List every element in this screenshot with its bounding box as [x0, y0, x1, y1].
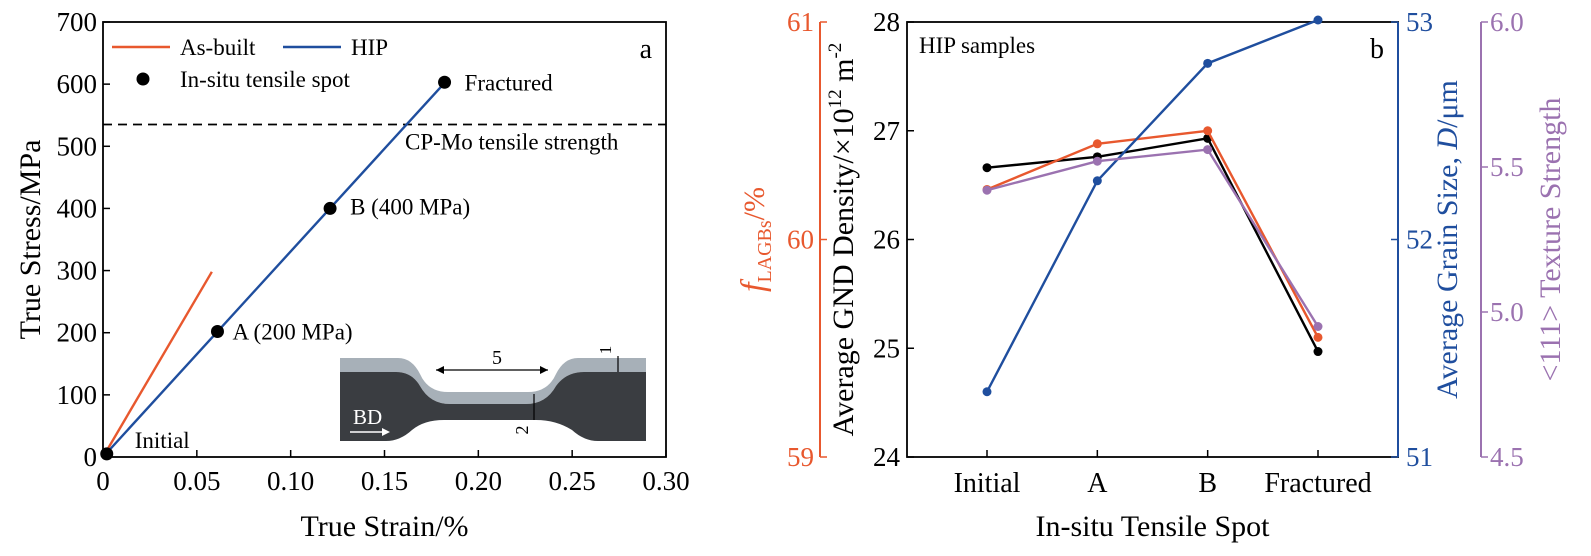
- lagb-tick-label: 60: [787, 225, 814, 255]
- series-point-texture: [1313, 322, 1323, 331]
- series-line-grain: [985, 18, 1319, 393]
- specimen-top-face: [340, 358, 646, 404]
- panel-b: Initial A B Fractured In-situ Tensile Spot 24…: [735, 7, 1567, 543]
- panel-b-annotation: HIP samples: [919, 33, 1035, 58]
- series-point-texture: [1203, 145, 1213, 155]
- tensile-spot-label: B (400 MPa): [350, 194, 470, 219]
- gnd-tick-label: 27: [873, 116, 900, 146]
- tensile-spot-point: [323, 201, 337, 215]
- series-line-hip: [102, 82, 446, 458]
- texture-tick-label: 4.5: [1490, 442, 1524, 472]
- dimension-label-width: 2: [512, 426, 532, 435]
- dimension-label-thickness: 1: [596, 346, 615, 355]
- category-label: Initial: [954, 468, 1021, 499]
- y-tick-label: 100: [57, 380, 98, 410]
- series-point-grain: [1203, 58, 1213, 68]
- series-point-texture: [982, 185, 992, 195]
- tensile-spot-point: [210, 324, 224, 338]
- grain-axis-label: Average Grain Size, D/μm: [1431, 80, 1464, 399]
- gnd-tick-label: 24: [873, 442, 901, 472]
- legend-label-as-built: As-built: [180, 35, 256, 60]
- series-line-gnd: [986, 137, 1320, 353]
- series-point-gnd: [1313, 347, 1323, 357]
- series-line-texture: [986, 148, 1320, 328]
- series-point-lagb: [1313, 332, 1323, 342]
- y-tick-label: 500: [57, 131, 98, 161]
- y-tick-label: 0: [84, 442, 98, 472]
- y-tick-label: 400: [57, 193, 98, 223]
- x-tick-label: 0: [96, 466, 110, 496]
- panel-b-frame: [906, 21, 1399, 458]
- gnd-tick-label: 26: [873, 225, 900, 255]
- category-label: A: [1087, 468, 1108, 499]
- y-tick-label: 200: [57, 318, 98, 348]
- x-axis-label: True Strain/%: [300, 510, 468, 543]
- series-point-gnd: [982, 163, 992, 173]
- x-tick-label: 0.20: [455, 466, 502, 496]
- lagb-tick-label: 61: [787, 7, 814, 37]
- dimension-label-length: 5: [492, 347, 502, 369]
- panel-a: 0 0.05 0.10 0.15 0.20 0.25 0.30 0 100 200 300 400 50…: [14, 7, 690, 543]
- build-direction-label: BD: [353, 405, 382, 429]
- panel-label-a: a: [640, 34, 653, 65]
- texture-axis-label: <111> Texture Strength: [1534, 98, 1567, 382]
- series-line-as-built: [101, 271, 213, 458]
- texture-tick-label: 5.5: [1490, 152, 1524, 182]
- y-axis-label: True Stress/MPa: [14, 140, 47, 340]
- grain-tick-label: 51: [1406, 442, 1433, 472]
- panel-b-x-axis-label: In-situ Tensile Spot: [1035, 510, 1270, 543]
- series-point-lagb: [1092, 139, 1102, 149]
- x-tick-label: 0.05: [173, 466, 220, 496]
- tensile-spot-label: Initial: [135, 428, 190, 453]
- x-tick-label: 0.15: [361, 466, 408, 496]
- specimen-body: [340, 372, 646, 441]
- x-tick-label: 0.25: [549, 466, 596, 496]
- grain-tick-label: 52: [1406, 225, 1433, 255]
- tensile-spot-point: [100, 447, 114, 461]
- gnd-axis-label: Average GND Density/×1012 m-2: [825, 43, 860, 437]
- category-label: B: [1198, 468, 1217, 499]
- y-tick-label: 600: [57, 69, 98, 99]
- series-point-grain: [982, 387, 992, 397]
- grain-tick-label: 53: [1406, 7, 1433, 37]
- tensile-spot-point: [438, 75, 452, 89]
- series-line-lagb: [986, 129, 1320, 338]
- tensile-spot-label: Fractured: [465, 70, 554, 95]
- gnd-tick-label: 28: [873, 7, 900, 37]
- lagb-axis-label: fLAGBs/%: [735, 187, 776, 292]
- reference-line-label: CP-Mo tensile strength: [405, 130, 619, 155]
- x-tick-label: 0.10: [267, 466, 314, 496]
- lagb-tick-label: 59: [787, 442, 814, 472]
- legend-label-hip: HIP: [351, 35, 388, 60]
- series-point-grain: [1092, 176, 1102, 186]
- legend-swatch-spot: [136, 72, 150, 86]
- series-point-lagb: [1203, 126, 1213, 136]
- y-tick-label: 300: [57, 256, 98, 286]
- build-direction-arrowhead: [382, 428, 390, 436]
- tensile-spot-label: A (200 MPa): [232, 319, 352, 344]
- gnd-tick-label: 25: [873, 333, 900, 363]
- legend-label-spot: In-situ tensile spot: [180, 67, 351, 92]
- specimen-inset: 5 1 2 BD: [340, 346, 646, 441]
- y-tick-label: 700: [57, 7, 98, 37]
- category-label: Fractured: [1264, 468, 1371, 499]
- x-tick-label: 0.30: [642, 466, 689, 496]
- texture-tick-label: 6.0: [1490, 7, 1524, 37]
- panel-label-b: b: [1370, 34, 1384, 65]
- series-point-grain: [1313, 15, 1323, 25]
- texture-tick-label: 5.0: [1490, 297, 1524, 327]
- series-point-texture: [1092, 156, 1102, 166]
